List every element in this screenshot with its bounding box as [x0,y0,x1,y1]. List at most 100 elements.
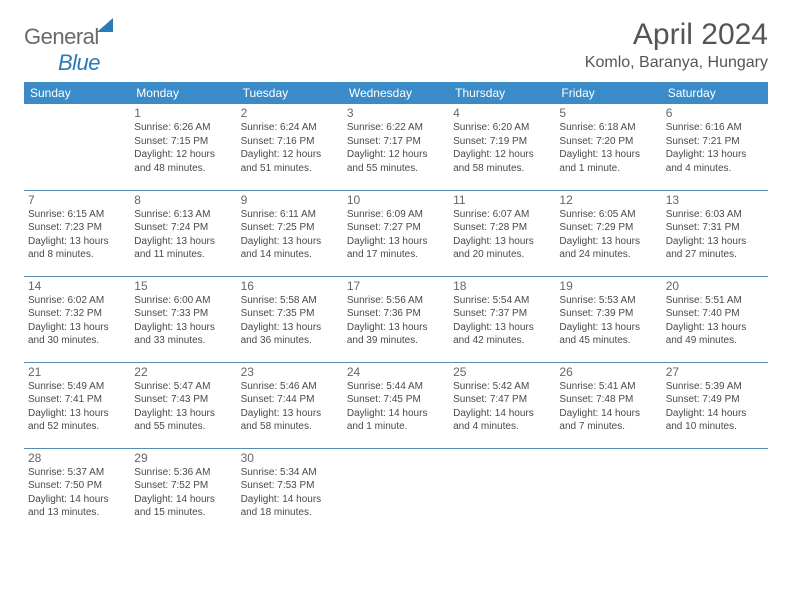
day-info: Sunrise: 6:02 AMSunset: 7:32 PMDaylight:… [28,294,126,348]
brand-part2: Blue [58,50,100,75]
calendar-row: 7Sunrise: 6:15 AMSunset: 7:23 PMDaylight… [24,190,768,276]
calendar-cell: 23Sunrise: 5:46 AMSunset: 7:44 PMDayligh… [237,362,343,448]
calendar-cell: 28Sunrise: 5:37 AMSunset: 7:50 PMDayligh… [24,448,130,534]
brand-logo: General Blue [24,18,113,76]
day-number: 1 [134,106,232,120]
day-info: Sunrise: 5:44 AMSunset: 7:45 PMDaylight:… [347,380,445,434]
day-number: 2 [241,106,339,120]
calendar-cell: 3Sunrise: 6:22 AMSunset: 7:17 PMDaylight… [343,104,449,190]
title-block: April 2024 Komlo, Baranya, Hungary [585,18,768,72]
calendar-cell: 24Sunrise: 5:44 AMSunset: 7:45 PMDayligh… [343,362,449,448]
day-info: Sunrise: 6:15 AMSunset: 7:23 PMDaylight:… [28,208,126,262]
calendar-row: 21Sunrise: 5:49 AMSunset: 7:41 PMDayligh… [24,362,768,448]
day-number: 22 [134,365,232,379]
day-info: Sunrise: 6:13 AMSunset: 7:24 PMDaylight:… [134,208,232,262]
day-number: 18 [453,279,551,293]
calendar-cell: 22Sunrise: 5:47 AMSunset: 7:43 PMDayligh… [130,362,236,448]
calendar-cell: 15Sunrise: 6:00 AMSunset: 7:33 PMDayligh… [130,276,236,362]
day-number: 24 [347,365,445,379]
day-info: Sunrise: 6:11 AMSunset: 7:25 PMDaylight:… [241,208,339,262]
day-number: 5 [559,106,657,120]
day-number: 30 [241,451,339,465]
calendar-cell: 1Sunrise: 6:26 AMSunset: 7:15 PMDaylight… [130,104,236,190]
calendar-cell: 29Sunrise: 5:36 AMSunset: 7:52 PMDayligh… [130,448,236,534]
day-info: Sunrise: 6:09 AMSunset: 7:27 PMDaylight:… [347,208,445,262]
day-info: Sunrise: 5:34 AMSunset: 7:53 PMDaylight:… [241,466,339,520]
calendar-cell: 4Sunrise: 6:20 AMSunset: 7:19 PMDaylight… [449,104,555,190]
calendar-cell: 21Sunrise: 5:49 AMSunset: 7:41 PMDayligh… [24,362,130,448]
day-info: Sunrise: 6:22 AMSunset: 7:17 PMDaylight:… [347,121,445,175]
day-number: 13 [666,193,764,207]
day-number: 16 [241,279,339,293]
calendar-row: 1Sunrise: 6:26 AMSunset: 7:15 PMDaylight… [24,104,768,190]
calendar-cell [449,448,555,534]
calendar-cell: 30Sunrise: 5:34 AMSunset: 7:53 PMDayligh… [237,448,343,534]
day-info: Sunrise: 5:58 AMSunset: 7:35 PMDaylight:… [241,294,339,348]
calendar-cell: 17Sunrise: 5:56 AMSunset: 7:36 PMDayligh… [343,276,449,362]
day-info: Sunrise: 6:18 AMSunset: 7:20 PMDaylight:… [559,121,657,175]
day-info: Sunrise: 6:26 AMSunset: 7:15 PMDaylight:… [134,121,232,175]
calendar-cell: 12Sunrise: 6:05 AMSunset: 7:29 PMDayligh… [555,190,661,276]
day-info: Sunrise: 5:36 AMSunset: 7:52 PMDaylight:… [134,466,232,520]
calendar-cell: 27Sunrise: 5:39 AMSunset: 7:49 PMDayligh… [662,362,768,448]
day-info: Sunrise: 6:20 AMSunset: 7:19 PMDaylight:… [453,121,551,175]
brand-triangle-icon [97,18,113,32]
day-number: 6 [666,106,764,120]
calendar-row: 28Sunrise: 5:37 AMSunset: 7:50 PMDayligh… [24,448,768,534]
calendar-cell: 14Sunrise: 6:02 AMSunset: 7:32 PMDayligh… [24,276,130,362]
weekday-header: Friday [555,82,661,104]
day-number: 26 [559,365,657,379]
weekday-header: Monday [130,82,236,104]
day-number: 19 [559,279,657,293]
calendar-cell [24,104,130,190]
day-info: Sunrise: 5:39 AMSunset: 7:49 PMDaylight:… [666,380,764,434]
day-number: 23 [241,365,339,379]
day-number: 21 [28,365,126,379]
day-number: 12 [559,193,657,207]
day-info: Sunrise: 6:07 AMSunset: 7:28 PMDaylight:… [453,208,551,262]
month-title: April 2024 [585,18,768,52]
calendar-table: Sunday Monday Tuesday Wednesday Thursday… [24,82,768,534]
day-info: Sunrise: 6:16 AMSunset: 7:21 PMDaylight:… [666,121,764,175]
day-number: 3 [347,106,445,120]
calendar-cell: 13Sunrise: 6:03 AMSunset: 7:31 PMDayligh… [662,190,768,276]
header: General Blue April 2024 Komlo, Baranya, … [24,18,768,76]
calendar-cell [343,448,449,534]
weekday-header: Thursday [449,82,555,104]
calendar-cell: 11Sunrise: 6:07 AMSunset: 7:28 PMDayligh… [449,190,555,276]
calendar-cell: 25Sunrise: 5:42 AMSunset: 7:47 PMDayligh… [449,362,555,448]
calendar-cell [662,448,768,534]
calendar-cell: 8Sunrise: 6:13 AMSunset: 7:24 PMDaylight… [130,190,236,276]
brand-part1: General [24,24,99,49]
day-info: Sunrise: 5:42 AMSunset: 7:47 PMDaylight:… [453,380,551,434]
day-number: 29 [134,451,232,465]
day-number: 9 [241,193,339,207]
calendar-row: 14Sunrise: 6:02 AMSunset: 7:32 PMDayligh… [24,276,768,362]
calendar-cell: 2Sunrise: 6:24 AMSunset: 7:16 PMDaylight… [237,104,343,190]
day-info: Sunrise: 6:00 AMSunset: 7:33 PMDaylight:… [134,294,232,348]
calendar-cell: 26Sunrise: 5:41 AMSunset: 7:48 PMDayligh… [555,362,661,448]
day-number: 11 [453,193,551,207]
brand-text: General Blue [24,24,113,76]
day-info: Sunrise: 5:54 AMSunset: 7:37 PMDaylight:… [453,294,551,348]
calendar-cell [555,448,661,534]
day-number: 17 [347,279,445,293]
calendar-cell: 16Sunrise: 5:58 AMSunset: 7:35 PMDayligh… [237,276,343,362]
day-number: 4 [453,106,551,120]
calendar-cell: 5Sunrise: 6:18 AMSunset: 7:20 PMDaylight… [555,104,661,190]
weekday-header: Wednesday [343,82,449,104]
day-info: Sunrise: 5:51 AMSunset: 7:40 PMDaylight:… [666,294,764,348]
calendar-cell: 7Sunrise: 6:15 AMSunset: 7:23 PMDaylight… [24,190,130,276]
day-info: Sunrise: 5:47 AMSunset: 7:43 PMDaylight:… [134,380,232,434]
calendar-cell: 18Sunrise: 5:54 AMSunset: 7:37 PMDayligh… [449,276,555,362]
calendar-cell: 19Sunrise: 5:53 AMSunset: 7:39 PMDayligh… [555,276,661,362]
location-text: Komlo, Baranya, Hungary [585,54,768,72]
day-number: 7 [28,193,126,207]
weekday-header: Tuesday [237,82,343,104]
day-info: Sunrise: 5:37 AMSunset: 7:50 PMDaylight:… [28,466,126,520]
day-number: 14 [28,279,126,293]
day-number: 25 [453,365,551,379]
day-info: Sunrise: 5:46 AMSunset: 7:44 PMDaylight:… [241,380,339,434]
calendar-cell: 20Sunrise: 5:51 AMSunset: 7:40 PMDayligh… [662,276,768,362]
day-number: 27 [666,365,764,379]
